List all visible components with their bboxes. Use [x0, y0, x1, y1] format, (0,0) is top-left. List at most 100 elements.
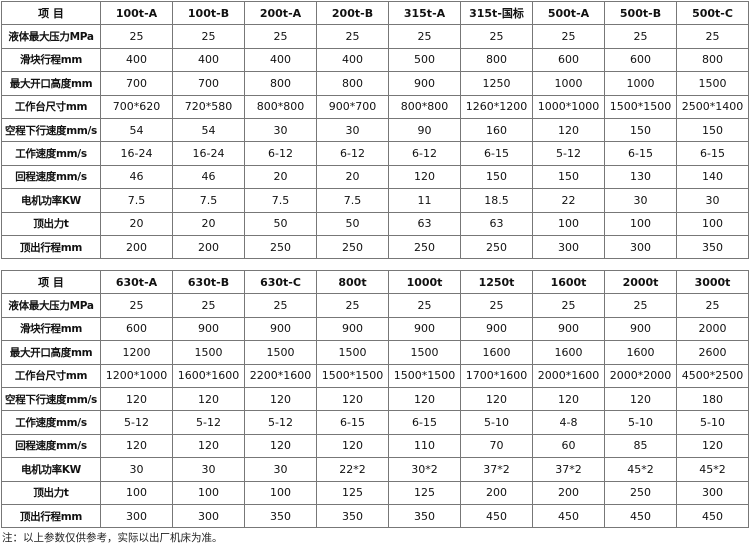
- table-row: 最大开口高度mm 1200 1500 1500 1500 1500 1600 1600 1600…: [1, 340, 749, 365]
- table-cell: 63: [460, 211, 533, 236]
- model-header: 800t: [316, 269, 389, 295]
- table-cell: 25: [604, 293, 677, 318]
- row-label: 液体最大压力MPa: [1, 24, 101, 49]
- table-cell: 250: [388, 234, 461, 260]
- table-cell: 250: [604, 480, 677, 505]
- table-cell: 350: [244, 503, 317, 529]
- table-cell: 200: [172, 234, 245, 260]
- table-cell: 7.5: [172, 188, 245, 213]
- table-cell: 45*2: [676, 457, 749, 482]
- table-cell: 5-12: [532, 141, 605, 166]
- table-cell: 125: [388, 480, 461, 505]
- table-cell: 25: [604, 24, 677, 49]
- table-row: 回程速度mm/s 46 46 20 20 120 150 150 130 140: [1, 164, 749, 190]
- table-cell: 2000*2000: [604, 363, 677, 388]
- table-cell: 120: [100, 386, 173, 412]
- table-cell: 60: [532, 433, 605, 459]
- table-row: 空程下行速度mm/s 120 120 120 120 120 120 120 120 180: [1, 386, 749, 412]
- table-row: 空程下行速度mm/s 54 54 30 30 90 160 120 150 150: [1, 117, 749, 143]
- table-cell: 6-15: [604, 141, 677, 166]
- table-cell: 16-24: [172, 141, 245, 166]
- table-cell: 1260*1200: [460, 94, 533, 119]
- row-label: 空程下行速度mm/s: [1, 117, 101, 143]
- table-cell: 25: [316, 24, 389, 49]
- table-cell: 30: [244, 117, 317, 143]
- table-cell: 900: [388, 71, 461, 96]
- table-cell: 46: [100, 164, 173, 190]
- table-cell: 20: [100, 211, 173, 236]
- table-cell: 150: [604, 117, 677, 143]
- table-cell: 600: [100, 316, 173, 342]
- table-cell: 18.5: [460, 188, 533, 213]
- table-cell: 30: [316, 117, 389, 143]
- table-cell: 90: [388, 117, 461, 143]
- table-cell: 30: [100, 457, 173, 482]
- table-cell: 30: [172, 457, 245, 482]
- table-cell: 25: [316, 293, 389, 318]
- table-cell: 400: [244, 47, 317, 73]
- table-cell: 900: [532, 316, 605, 342]
- model-header: 200t-A: [244, 0, 317, 26]
- header-row: 项 目 630t-A 630t-B 630t-C 800t 1000t 1250t 1600t…: [1, 269, 749, 295]
- row-label: 回程速度mm/s: [1, 164, 101, 190]
- table-cell: 54: [172, 117, 245, 143]
- table-cell: 450: [676, 503, 749, 529]
- table-cell: 20: [172, 211, 245, 236]
- table-cell: 1500: [172, 340, 245, 365]
- table-cell: 7.5: [244, 188, 317, 213]
- table-cell: 800: [244, 71, 317, 96]
- table-cell: 63: [388, 211, 461, 236]
- table-row: 工作台尺寸mm 700*620 720*580 800*800 900*700 800*8…: [1, 94, 749, 119]
- table-cell: 25: [460, 293, 533, 318]
- table-cell: 800: [676, 47, 749, 73]
- table-cell: 900: [460, 316, 533, 342]
- table-cell: 900: [244, 316, 317, 342]
- table-cell: 140: [676, 164, 749, 190]
- table-cell: 800: [316, 71, 389, 96]
- table-cell: 120: [460, 386, 533, 412]
- table-cell: 900: [604, 316, 677, 342]
- row-label: 回程速度mm/s: [1, 433, 101, 459]
- table-cell: 120: [532, 386, 605, 412]
- table-cell: 7.5: [100, 188, 173, 213]
- table-cell: 1500: [388, 340, 461, 365]
- table-cell: 180: [676, 386, 749, 412]
- row-label: 顶出行程mm: [1, 503, 101, 529]
- table-cell: 2000: [676, 316, 749, 342]
- table-cell: 50: [316, 211, 389, 236]
- table-cell: 450: [532, 503, 605, 529]
- table-cell: 120: [604, 386, 677, 412]
- table-cell: 1200*1000: [100, 363, 173, 388]
- table-cell: 120: [172, 433, 245, 459]
- table-cell: 5-10: [460, 410, 533, 435]
- model-header: 500t-B: [604, 0, 677, 26]
- table-cell: 200: [100, 234, 173, 260]
- model-header: 100t-A: [100, 0, 173, 26]
- table-cell: 100: [172, 480, 245, 505]
- table-cell: 1250: [460, 71, 533, 96]
- table-cell: 20: [244, 164, 317, 190]
- table-cell: 120: [676, 433, 749, 459]
- table-cell: 120: [532, 117, 605, 143]
- table-row: 最大开口高度mm 700 700 800 800 900 1250 1000 1000 1500: [1, 71, 749, 96]
- table-cell: 1600: [460, 340, 533, 365]
- table-row: 顶出力t 100 100 100 125 125 200 200 250 300: [1, 480, 749, 505]
- table-cell: 2000*1600: [532, 363, 605, 388]
- row-label: 最大开口高度mm: [1, 71, 101, 96]
- table-cell: 50: [244, 211, 317, 236]
- table-cell: 1000: [604, 71, 677, 96]
- table-cell: 25: [244, 293, 317, 318]
- table-cell: 450: [460, 503, 533, 529]
- table-cell: 150: [460, 164, 533, 190]
- table-cell: 300: [100, 503, 173, 529]
- row-label: 最大开口高度mm: [1, 340, 101, 365]
- table-cell: 2500*1400: [676, 94, 749, 119]
- table-cell: 300: [532, 234, 605, 260]
- table-cell: 120: [388, 164, 461, 190]
- table-cell: 25: [388, 24, 461, 49]
- table-cell: 25: [460, 24, 533, 49]
- table-cell: 250: [244, 234, 317, 260]
- table-cell: 350: [676, 234, 749, 260]
- table-cell: 400: [316, 47, 389, 73]
- table-row: 顶出行程mm 200 200 250 250 250 250 300 300 350: [1, 234, 749, 260]
